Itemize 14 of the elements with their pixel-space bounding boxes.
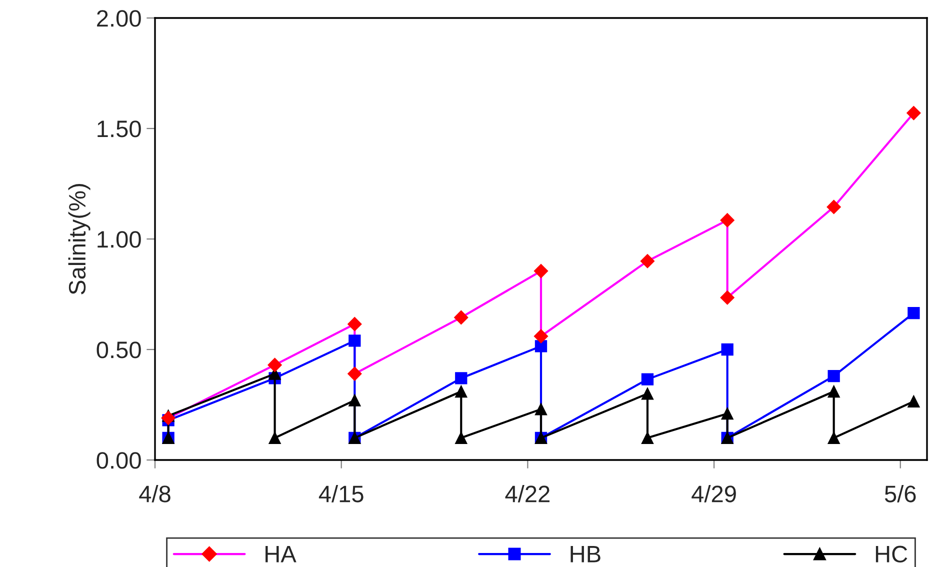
x-tick-label: 4/15	[318, 485, 364, 502]
y-tick-label: 0.00	[96, 452, 141, 469]
x-tick-label: 4/8	[139, 485, 170, 502]
y-tick-label: 1.00	[98, 231, 141, 248]
legend-label: HC	[876, 546, 908, 563]
x-tick-label: 4/22	[505, 485, 550, 502]
legend-label: HA	[266, 546, 296, 562]
x-tick-label: 5/6	[884, 485, 916, 502]
y-tick-label: 1.50	[98, 120, 141, 138]
y-axis-title: Salinity(%)	[68, 184, 90, 294]
y-tick-label: 2.00	[97, 10, 141, 27]
x-tick-label: 4/29	[692, 485, 736, 502]
y-tick-label: 0.50	[96, 342, 141, 358]
legend-label: HB	[570, 546, 600, 562]
